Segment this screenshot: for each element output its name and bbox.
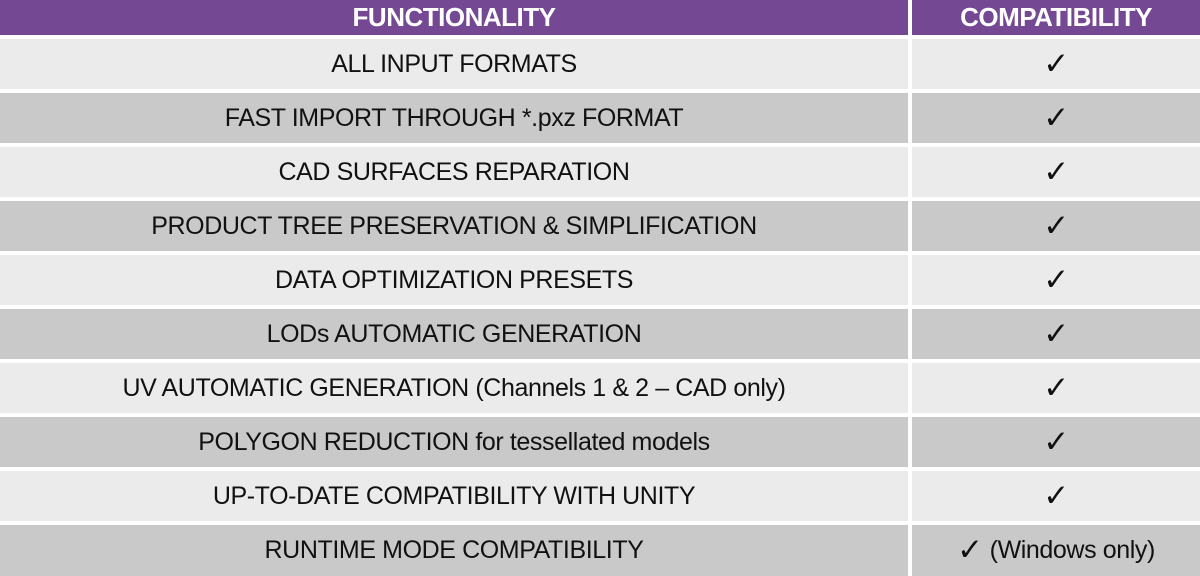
compatibility-cell: ✓ (912, 93, 1200, 143)
check-icon: ✓ (1043, 315, 1069, 352)
table-row: UV AUTOMATIC GENERATION (Channels 1 & 2 … (0, 363, 1200, 413)
functionality-cell: CAD SURFACES REPARATION (0, 147, 908, 197)
table-row: UP-TO-DATE COMPATIBILITY WITH UNITY ✓ (0, 471, 1200, 521)
functionality-cell: ALL INPUT FORMATS (0, 39, 908, 89)
compatibility-cell: ✓ (912, 309, 1200, 359)
check-icon: ✓ (1043, 153, 1069, 190)
compatibility-cell: ✓ (912, 363, 1200, 413)
table-row: POLYGON REDUCTION for tessellated models… (0, 417, 1200, 467)
compatibility-cell: ✓ (Windows only) (912, 525, 1200, 576)
functionality-cell: POLYGON REDUCTION for tessellated models (0, 417, 908, 467)
functionality-cell: PRODUCT TREE PRESERVATION & SIMPLIFICATI… (0, 201, 908, 251)
check-icon: ✓ (1043, 369, 1069, 406)
check-icon: ✓ (957, 532, 983, 568)
check-icon: ✓ (1043, 423, 1069, 460)
compatibility-note: (Windows only) (989, 536, 1156, 564)
table-row: RUNTIME MODE COMPATIBILITY ✓ (Windows on… (0, 525, 1200, 576)
functionality-cell: LODs AUTOMATIC GENERATION (0, 309, 908, 359)
table-row: LODs AUTOMATIC GENERATION ✓ (0, 309, 1200, 359)
check-icon: ✓ (1043, 261, 1069, 298)
compatibility-column-header: COMPATIBILITY (912, 0, 1200, 35)
table-header-row: FUNCTIONALITY COMPATIBILITY (0, 0, 1200, 35)
check-icon: ✓ (1043, 477, 1069, 514)
functionality-cell: FAST IMPORT THROUGH *.pxz FORMAT (0, 93, 908, 143)
compatibility-cell: ✓ (912, 417, 1200, 467)
check-icon: ✓ (1043, 45, 1069, 82)
functionality-cell: UV AUTOMATIC GENERATION (Channels 1 & 2 … (0, 363, 908, 413)
compatibility-cell: ✓ (912, 147, 1200, 197)
compatibility-cell: ✓ (912, 255, 1200, 305)
check-icon: ✓ (1043, 99, 1069, 136)
table-row: CAD SURFACES REPARATION ✓ (0, 147, 1200, 197)
table-row: ALL INPUT FORMATS ✓ (0, 39, 1200, 89)
functionality-cell: UP-TO-DATE COMPATIBILITY WITH UNITY (0, 471, 908, 521)
table-row: DATA OPTIMIZATION PRESETS ✓ (0, 255, 1200, 305)
compatibility-cell: ✓ (912, 39, 1200, 89)
functionality-cell: RUNTIME MODE COMPATIBILITY (0, 525, 908, 576)
compatibility-cell: ✓ (912, 471, 1200, 521)
compatibility-cell: ✓ (912, 201, 1200, 251)
table-row: PRODUCT TREE PRESERVATION & SIMPLIFICATI… (0, 201, 1200, 251)
functionality-cell: DATA OPTIMIZATION PRESETS (0, 255, 908, 305)
table-row: FAST IMPORT THROUGH *.pxz FORMAT ✓ (0, 93, 1200, 143)
functionality-column-header: FUNCTIONALITY (0, 0, 908, 35)
check-icon: ✓ (1043, 207, 1069, 244)
